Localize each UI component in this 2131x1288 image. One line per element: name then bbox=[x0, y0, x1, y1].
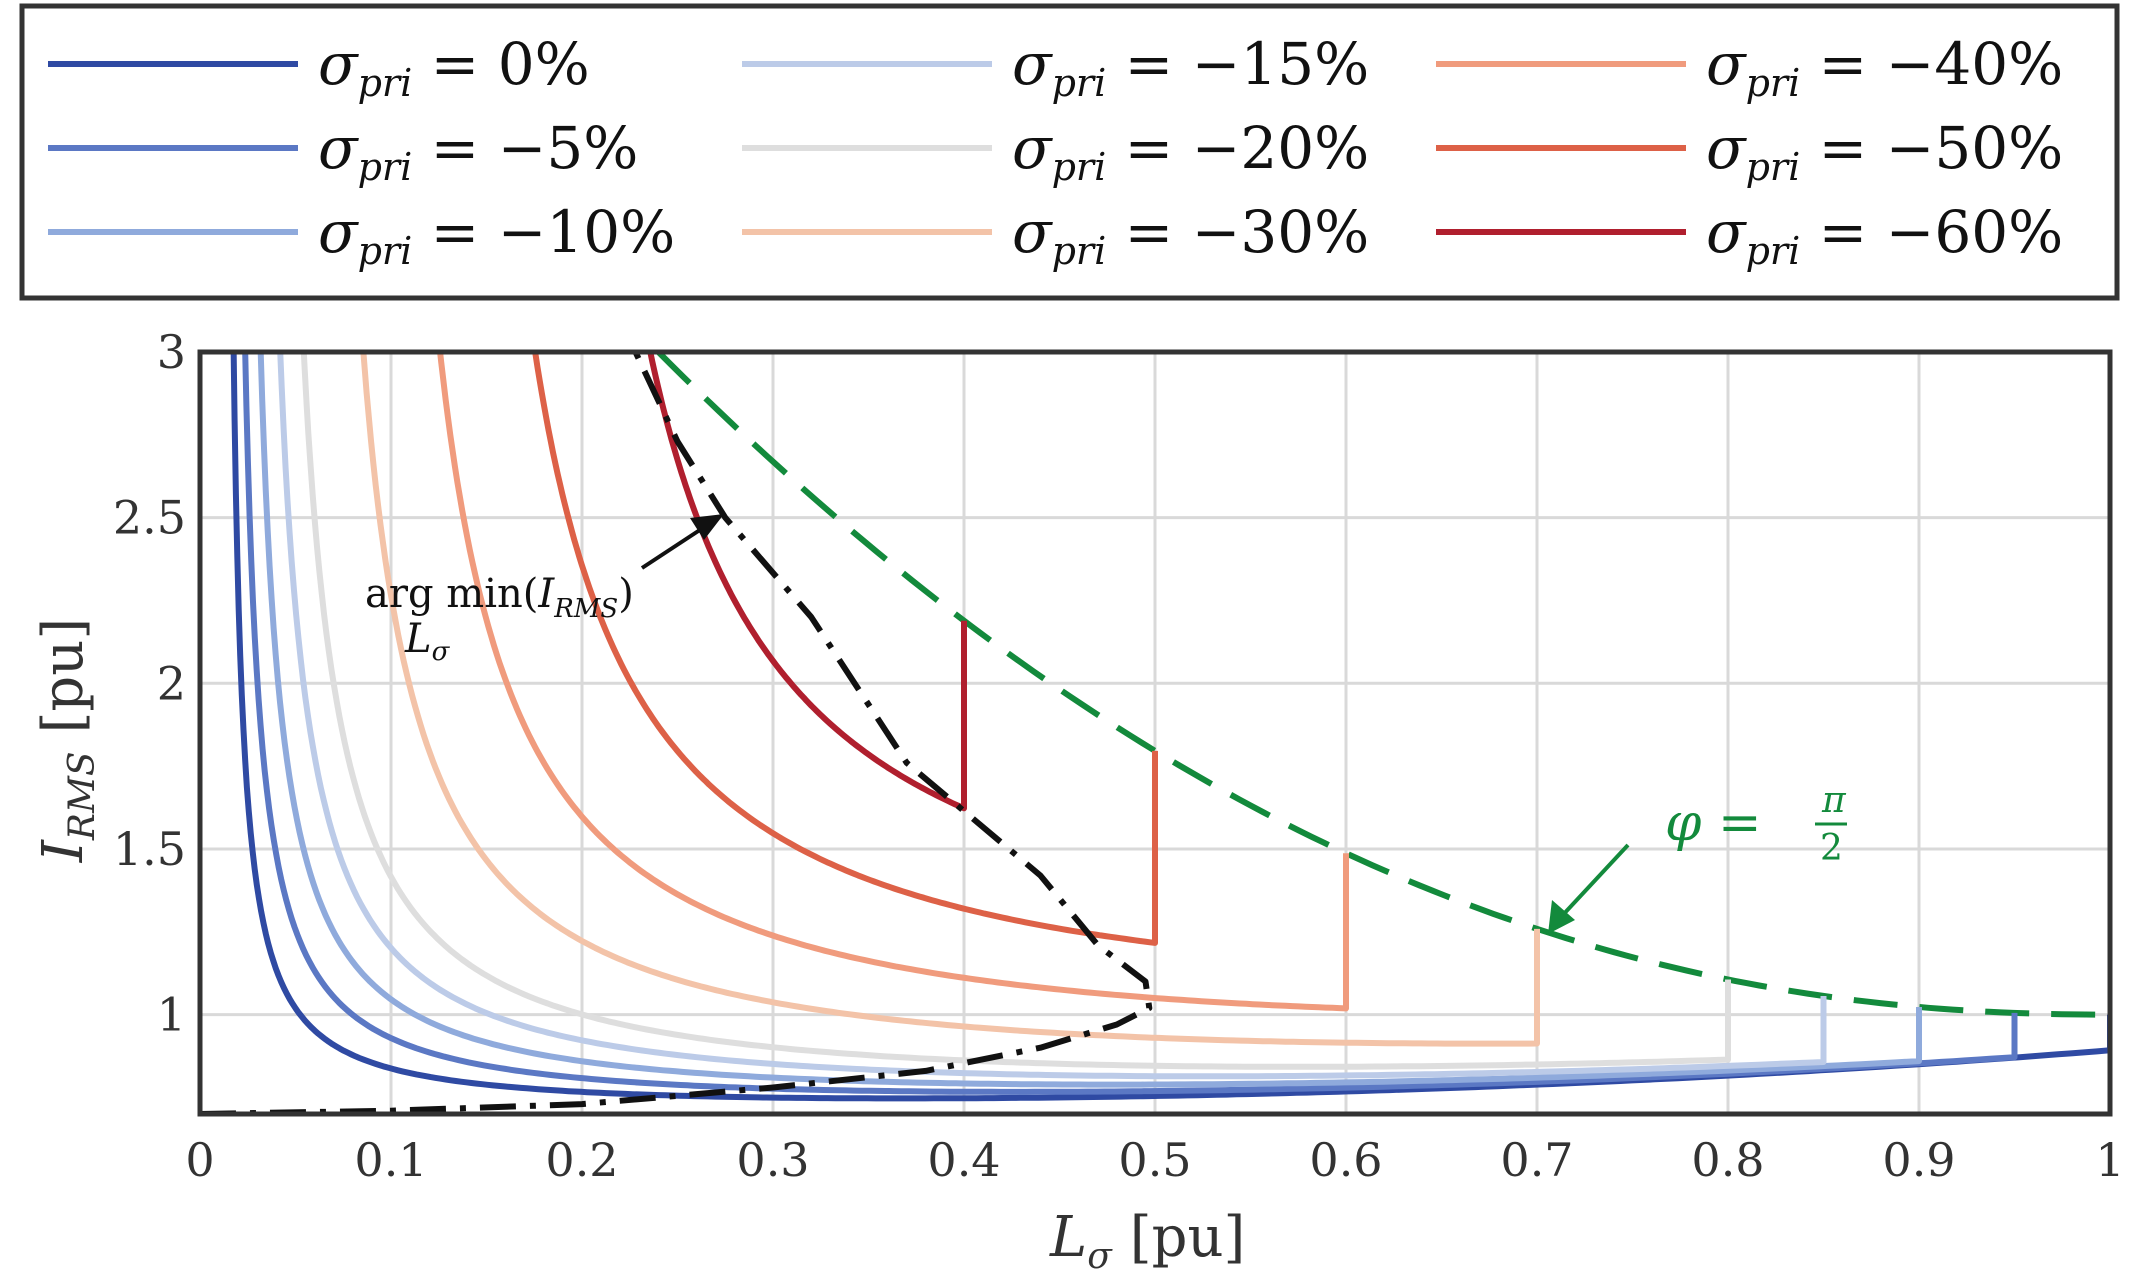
y-tick-label: 2 bbox=[157, 656, 186, 710]
argmin-under-label: Lσ bbox=[404, 616, 451, 667]
argmin-label: arg min(IRMS) bbox=[365, 571, 634, 624]
legend-box bbox=[19, 3, 2120, 301]
legend-entry-8: σpri = −60% bbox=[1436, 198, 2063, 273]
legend-entry-2: σpri = −10% bbox=[48, 198, 675, 273]
argmin-annotation: arg min(IRMS) Lσ bbox=[365, 514, 724, 667]
phi-numerator: π bbox=[1821, 780, 1847, 821]
series-line-4 bbox=[300, 352, 1732, 1070]
legend-label: σpri = −40% bbox=[1706, 30, 2063, 105]
x-tick-label: 0.7 bbox=[1500, 1133, 1573, 1187]
x-tick-label: 0.4 bbox=[927, 1133, 1000, 1187]
y-axis-title: IRMS[pu] bbox=[31, 618, 103, 863]
legend-entry-3: σpri = −15% bbox=[742, 30, 1369, 105]
legend-entry-7: σpri = −50% bbox=[1436, 114, 2063, 189]
legend-entry-4: σpri = −20% bbox=[742, 114, 1369, 189]
x-tick-label: 0.6 bbox=[1309, 1133, 1382, 1187]
legend: σpri = 0% σpri = −5% σpri = −10% σpri = −15… bbox=[19, 3, 2120, 301]
y-tick-label: 2.5 bbox=[113, 491, 186, 545]
legend-entry-1: σpri = −5% bbox=[48, 114, 638, 189]
phi-denominator: 2 bbox=[1820, 828, 1843, 869]
phi-arrowhead bbox=[1548, 900, 1575, 934]
legend-label: σpri = −60% bbox=[1706, 198, 2063, 273]
x-tick-label: 0.8 bbox=[1691, 1133, 1764, 1187]
phi-annotation: φ = π 2 bbox=[1548, 780, 1847, 934]
x-axis-title: Lσ [pu] bbox=[1049, 1205, 1245, 1277]
x-tick-label: 0.2 bbox=[545, 1133, 618, 1187]
plot-area: 0 0.1 0.2 0.3 0.4 0.5 0.6 0.7 0.8 0.9 1 1 1.5 2 2.5 3 bbox=[113, 325, 2125, 1187]
legend-label: σpri = −5% bbox=[318, 114, 638, 189]
plot-frame bbox=[197, 349, 2113, 1117]
x-tick-label: 0 bbox=[185, 1133, 214, 1187]
legend-label: σpri = −15% bbox=[1012, 30, 1369, 105]
phi-arrow bbox=[1558, 843, 1630, 920]
phi-boundary-curve bbox=[656, 352, 2110, 1018]
series-line-8 bbox=[647, 352, 968, 812]
legend-label: σpri = 0% bbox=[318, 30, 590, 105]
x-tick-label: 0.9 bbox=[1882, 1133, 1955, 1187]
series-line-7 bbox=[532, 352, 1159, 946]
legend-entry-6: σpri = −40% bbox=[1436, 30, 2063, 105]
argmin-curve bbox=[200, 352, 1153, 1114]
legend-label: σpri = −50% bbox=[1706, 114, 2063, 189]
series-line-6 bbox=[437, 352, 1350, 1012]
legend-label: σpri = −10% bbox=[318, 198, 675, 273]
series-line-5 bbox=[360, 352, 1540, 1047]
x-tick-label: 0.1 bbox=[354, 1133, 427, 1187]
argmin-arrowhead bbox=[690, 514, 724, 540]
y-tick-label: 1.5 bbox=[113, 822, 186, 876]
legend-label: σpri = −30% bbox=[1012, 198, 1369, 273]
phi-label: φ = bbox=[1665, 793, 1762, 853]
x-tick-label: 0.3 bbox=[736, 1133, 809, 1187]
legend-entry-5: σpri = −30% bbox=[742, 198, 1369, 273]
series-line-1 bbox=[242, 352, 2018, 1095]
y-tick-label: 1 bbox=[157, 988, 186, 1042]
x-tick-label: 0.5 bbox=[1118, 1133, 1191, 1187]
y-tick-label: 3 bbox=[157, 325, 186, 379]
x-tick-label: 1 bbox=[2095, 1133, 2124, 1187]
legend-entry-0: σpri = 0% bbox=[48, 30, 590, 105]
legend-label: σpri = −20% bbox=[1012, 114, 1369, 189]
series-line-3 bbox=[277, 352, 1827, 1080]
